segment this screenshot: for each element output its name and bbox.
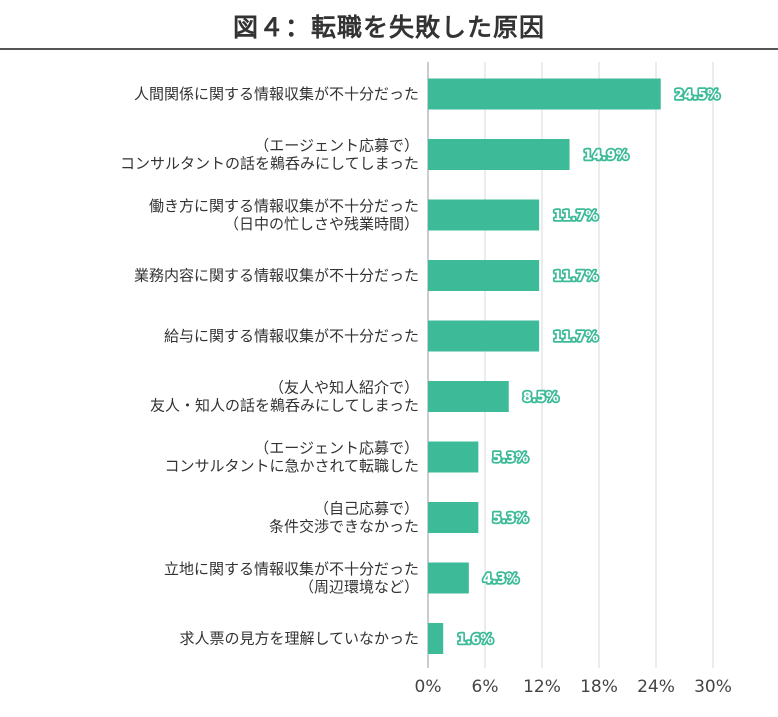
category-label: 働き方に関する情報収集が不十分だった (149, 197, 419, 215)
category-label: （友人や知人紹介で） (269, 379, 419, 397)
value-label: 8.5% (523, 391, 559, 406)
value-label: 11.7% (553, 330, 598, 345)
category-label: （エージェント応募で） (254, 137, 419, 155)
value-label: 11.7% (553, 209, 598, 224)
value-label: 14.9% (584, 149, 629, 164)
bars (428, 78, 661, 654)
value-label: 1.6% (457, 633, 493, 648)
value-label: 11.7% (553, 270, 598, 285)
category-label: 友人・知人の話を鵜呑みにしてしまった (150, 397, 419, 415)
category-label: コンサルタントに急かされて転職した (164, 457, 419, 475)
category-label: 求人票の見方を理解していなかった (179, 630, 419, 648)
bar (428, 78, 661, 110)
chart-title: 図４：転職を失敗した原因 (232, 13, 545, 42)
value-label: 24.5% (675, 88, 720, 103)
x-axis-ticks: 0% 6% 12% 18% 24% 30% (415, 677, 732, 697)
category-label: （自己応募で） (314, 500, 419, 518)
x-tick-label: 24% (637, 677, 675, 697)
x-tick-label: 30% (694, 677, 732, 697)
x-tick-label: 0% (415, 677, 442, 697)
category-label: 給与に関する情報収集が不十分だった (164, 327, 419, 345)
category-label: コンサルタントの話を鵜呑みにしてしまった (120, 155, 419, 173)
bar (428, 260, 540, 291)
category-labels: 人間関係に関する情報収集が不十分だった（エージェント応募で）コンサルタントの話を… (120, 85, 419, 648)
value-label: 4.3% (483, 572, 519, 587)
category-label: 立地に関する情報収集が不十分だった (164, 560, 419, 578)
x-tick-label: 6% (472, 677, 499, 697)
category-label: 業務内容に関する情報収集が不十分だった (134, 267, 419, 285)
bar (428, 562, 469, 594)
category-label: （周辺環境など） (299, 578, 419, 596)
category-label: （エージェント応募で） (254, 439, 419, 457)
category-label: 人間関係に関する情報収集が不十分だった (134, 85, 419, 103)
bar (428, 199, 540, 231)
bar (428, 441, 479, 473)
value-labels: 24.5% 14.9% 11.7% 11.7% 11.7% 8.5% 5.3% 5.3% 4.3… (455, 86, 721, 649)
x-tick-label: 18% (580, 677, 618, 697)
bar (428, 139, 570, 170)
category-label: 条件交渉できなかった (269, 518, 419, 536)
category-label: （日中の忙しさや残業時間） (224, 215, 419, 233)
title-underline (0, 48, 778, 50)
bar (428, 502, 479, 533)
bar (428, 623, 444, 654)
value-label: 5.3% (492, 451, 528, 466)
bar (428, 381, 509, 412)
bar (428, 320, 540, 352)
value-label: 5.3% (492, 512, 528, 527)
x-tick-label: 12% (523, 677, 561, 697)
